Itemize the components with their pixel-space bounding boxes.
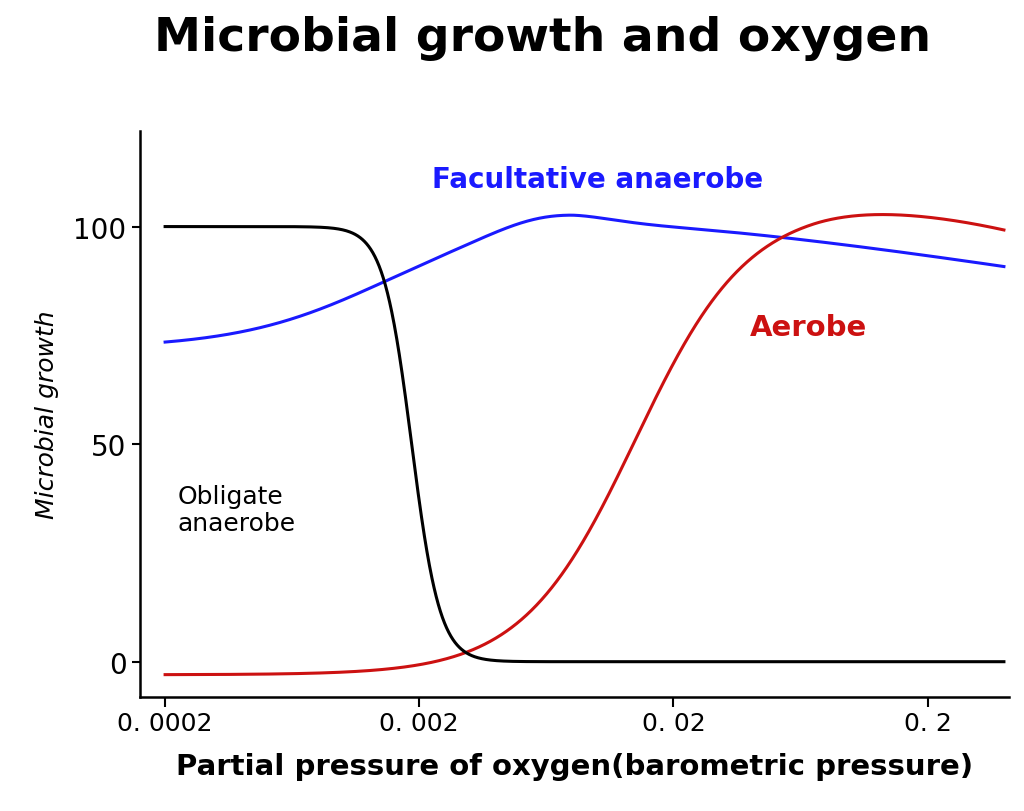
X-axis label: Partial pressure of oxygen(barometric pressure): Partial pressure of oxygen(barometric pr… <box>176 752 973 780</box>
Text: Aerobe: Aerobe <box>750 313 867 341</box>
Text: Obligate
anaerobe: Obligate anaerobe <box>178 484 296 535</box>
Y-axis label: Microbial growth: Microbial growth <box>36 310 59 518</box>
Text: Facultative anaerobe: Facultative anaerobe <box>432 165 763 194</box>
Text: Microbial growth and oxygen: Microbial growth and oxygen <box>155 16 931 61</box>
